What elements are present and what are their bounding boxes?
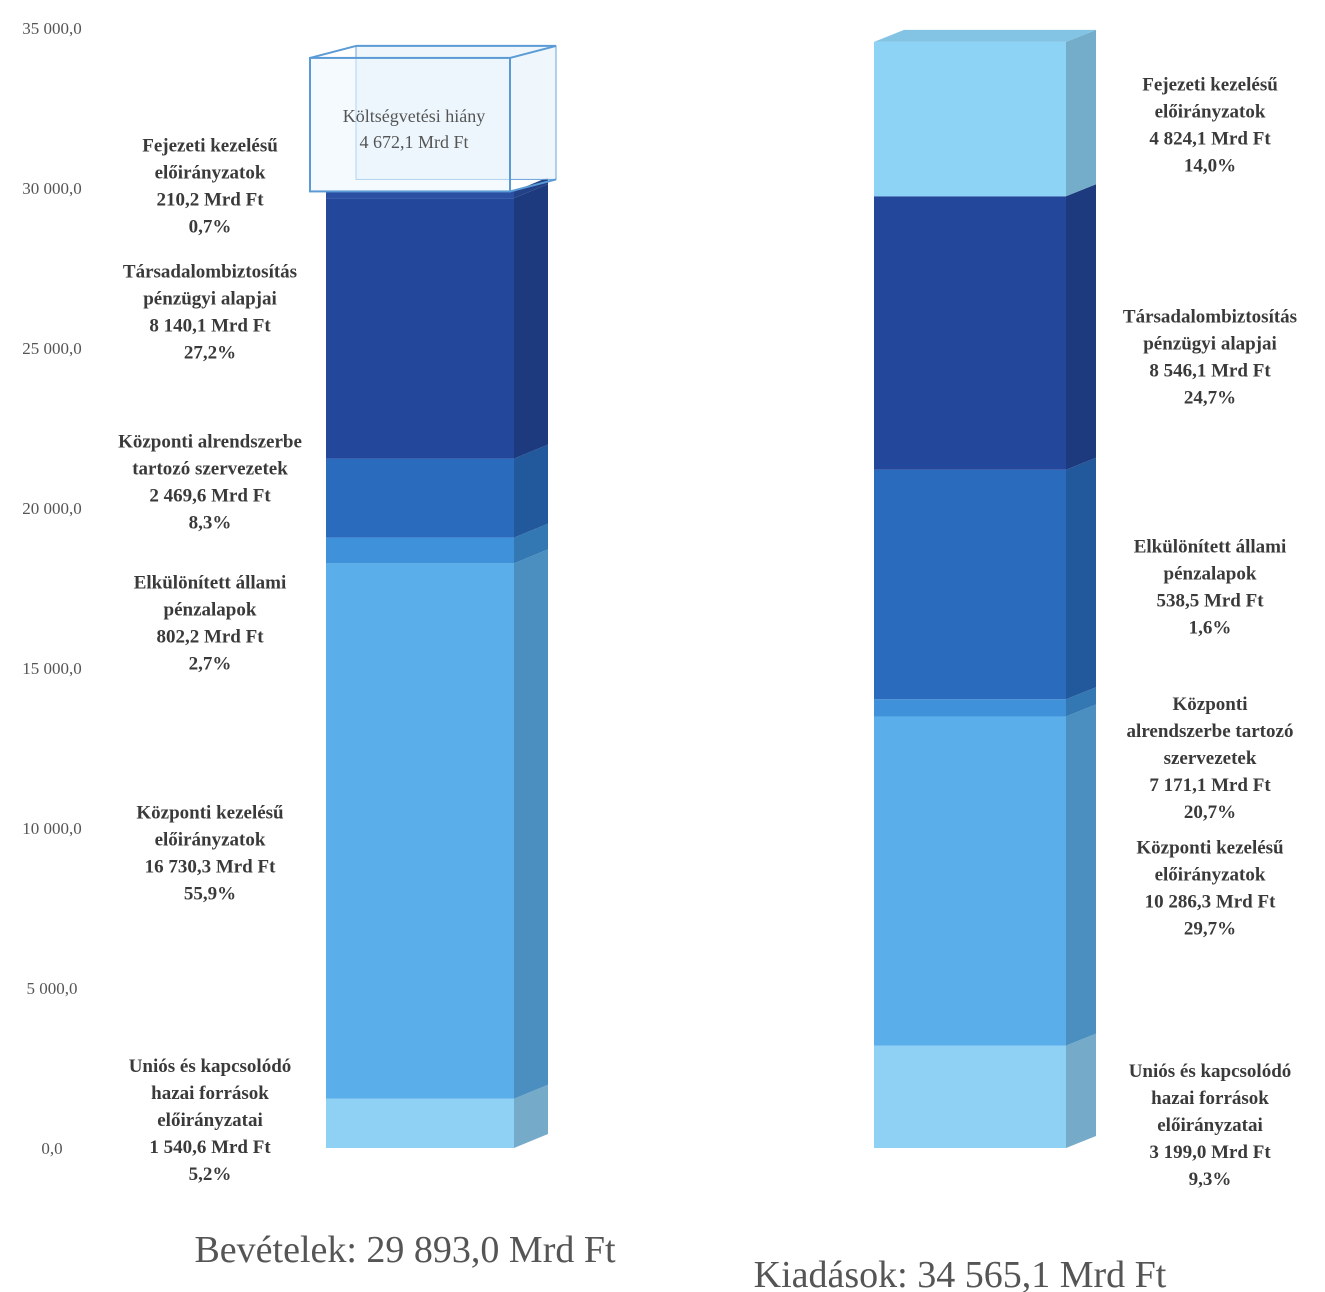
bar-segment-kozponti_kezelesu <box>326 563 514 1099</box>
expenditure-bar <box>874 29 1096 1148</box>
revenue-total-caption: Bevételek: 29 893,0 Mrd Ft <box>194 1229 616 1271</box>
y-tick-label: 35 000,0 <box>22 19 82 38</box>
bar-segment-unios <box>326 1098 514 1148</box>
y-tick-label: 15 000,0 <box>22 659 82 678</box>
expenditure-total-caption: Kiadások: 34 565,1 Mrd Ft <box>754 1254 1167 1292</box>
bar-segment-fejezeti_kiad <box>874 41 1066 197</box>
bar-segment-side-kozponti_kezelesu <box>514 549 548 1099</box>
y-tick-label: 5 000,0 <box>27 979 78 998</box>
segment-labels-layer: Uniós és kapcsolódó hazai források előirán… <box>118 75 1297 1191</box>
segment-label: Fejezeti kezelésű előirányzatok 210,2 Mrd … <box>142 136 278 238</box>
y-tick-label: 20 000,0 <box>22 499 82 518</box>
bar-segment-kozponti_kezelesu <box>874 716 1066 1046</box>
bar-segment-tarsadalombiztositas <box>874 196 1066 470</box>
bars-layer: Költségvetési hiány 4 672,1 Mrd Ft <box>309 29 1096 1148</box>
deficit-label: Költségvetési hiány 4 672,1 Mrd Ft <box>343 106 485 152</box>
bar-segment-side-unios <box>514 1084 548 1148</box>
bar-segment-unios <box>874 1045 1066 1148</box>
bar-segment-side-fejezeti_bev <box>514 177 548 199</box>
bar-segment-side-kozponti_kezelesu <box>1066 704 1096 1046</box>
bar-segment-elkulonitett <box>874 699 1066 717</box>
deficit-box: Költségvetési hiány 4 672,1 Mrd Ft <box>309 44 557 193</box>
bar-top-face <box>874 29 1096 42</box>
segment-label: Központi alrendszerbe tartozó szervezetek 7… <box>1127 694 1294 823</box>
captions-layer: Bevételek: 29 893,0 Mrd Ft Kiadások: 34 5… <box>194 1229 1166 1292</box>
bar-segment-side-tarsadalombiztositas <box>1066 184 1096 470</box>
bar-segment-fejezeti_bev <box>326 191 514 199</box>
y-tick-label: 0,0 <box>41 1139 62 1158</box>
bar-segment-side-kozponti_alrendszer <box>1066 457 1096 700</box>
segment-label: Központi kezelésű előirányzatok 16 730,3 M… <box>136 803 284 905</box>
bar-segment-side-kozponti_alrendszer <box>514 444 548 538</box>
segment-label: Elkülönített állami pénzalapok 802,2 Mrd F… <box>134 573 287 675</box>
y-tick-label: 30 000,0 <box>22 179 82 198</box>
bar-segment-side-elkulonitett <box>514 523 548 564</box>
bar-segment-kozponti_alrendszer <box>326 458 514 538</box>
bar-segment-tarsadalombiztositas <box>326 198 514 459</box>
segment-label: Társadalombiztosítás pénzügyi alapjai 8 54… <box>1123 307 1297 409</box>
bar-segment-kozponti_alrendszer <box>874 469 1066 700</box>
y-tick-label: 25 000,0 <box>22 339 82 358</box>
revenue-bar: Költségvetési hiány 4 672,1 Mrd Ft <box>309 44 557 1148</box>
segment-label: Központi alrendszerbe tartozó szervezetek… <box>118 432 302 534</box>
bar-segment-side-unios <box>1066 1033 1096 1148</box>
bar-segment-side-tarsadalombiztositas <box>514 184 548 459</box>
bar-segment-side-elkulonitett <box>1066 687 1096 717</box>
bar-segment-side-fejezeti_kiad <box>1066 29 1096 197</box>
segment-label: Elkülönített állami pénzalapok 538,5 Mrd F… <box>1134 537 1287 639</box>
segment-label: Központi kezelésű előirányzatok 10 286,3 M… <box>1136 838 1284 940</box>
segment-label: Fejezeti kezelésű előirányzatok 4 824,1 Mr… <box>1142 75 1278 177</box>
segment-label: Uniós és kapcsolódó hazai források előirán… <box>129 1056 292 1185</box>
segment-label: Uniós és kapcsolódó hazai források előirán… <box>1129 1061 1292 1190</box>
segment-label: Társadalombiztosítás pénzügyi alapjai 8 14… <box>123 262 297 364</box>
y-axis: 0,0 5 000,0 10 000,0 15 000,0 20 000,0 25 000… <box>22 19 82 1158</box>
bar-segment-elkulonitett <box>326 537 514 564</box>
y-tick-label: 10 000,0 <box>22 819 82 838</box>
